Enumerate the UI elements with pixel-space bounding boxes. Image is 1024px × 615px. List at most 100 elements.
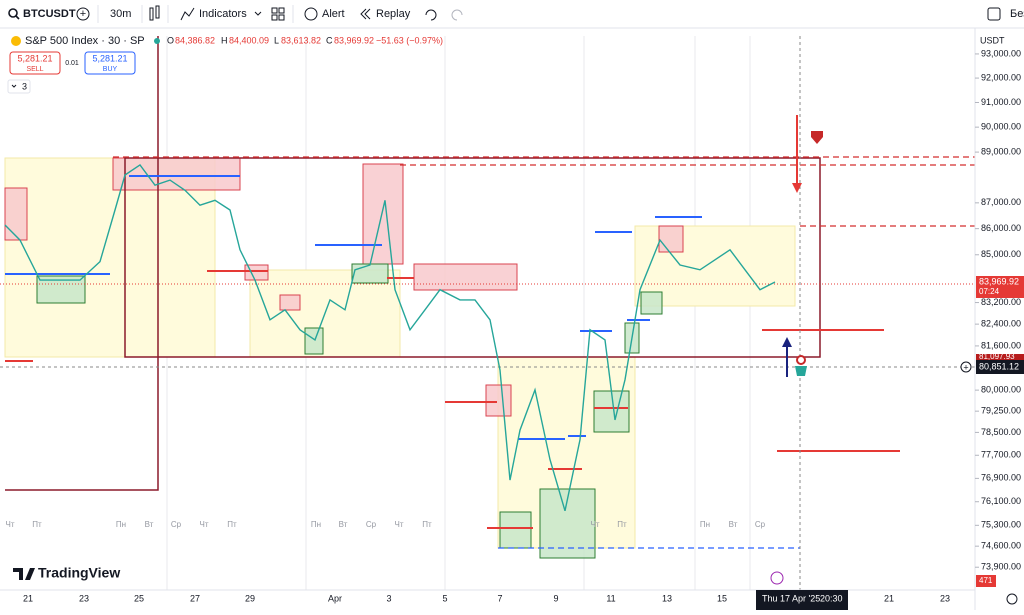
time-label: 11 [606,593,615,603]
time-label: 15 [717,593,727,603]
time-label: 9 [553,593,558,603]
sell-price[interactable]: 5,281.21 [17,53,52,63]
trade-panel: 5,281.21 SELL 0.01 5,281.21 BUY 3 [7,51,136,94]
time-label: 7 [497,593,502,603]
time-label: Apr [328,593,342,603]
time-label: 3 [386,593,391,603]
crosshair-date: Thu 17 Apr '25 [762,593,820,603]
weekday-label: Вт [729,520,738,529]
indicator-count[interactable]: 3 [22,81,27,91]
time-label: 27 [190,593,200,603]
signal-arrows [782,115,823,377]
open-label: O [167,35,174,45]
price-tick-label: 91,000.00 [981,97,1021,107]
weekday-label: Пт [227,520,237,529]
price-tick-label: 82,400.00 [981,319,1021,329]
price-tick-label: 73,900.00 [981,562,1021,572]
price-tick-label: 77,700.00 [981,450,1021,460]
price-tick-label: 83,200.00 [981,297,1021,307]
weekday-label: Вт [339,520,348,529]
settings-icon[interactable] [1006,593,1018,605]
price-tick-label: 76,900.00 [981,473,1021,483]
price-tick-label: 74,600.00 [981,541,1021,551]
close-label: C [326,35,333,45]
svg-text:+: + [963,362,968,372]
low-value: 83,613.82 [281,35,321,45]
price-line [4,163,776,511]
replay-button[interactable]: Replay [376,8,411,20]
time-label: 23 [79,593,89,603]
crosshair-time: Thu 17 Apr '25 20:30 [756,590,848,610]
spread: 0.01 [65,60,79,67]
weekday-label: Чт [200,520,209,529]
buy-button[interactable]: BUY [103,66,118,73]
price-tick-label: 92,000.00 [981,72,1021,82]
alert-button[interactable]: Alert [322,8,345,20]
range-box [5,36,821,491]
brand-name: TradingView [38,565,120,581]
red-levels [5,270,900,529]
weekday-label: Вт [145,520,154,529]
indicators-button[interactable]: Indicators [199,8,247,20]
price-tick-label: 81,600.00 [981,340,1021,350]
countdown: 07:24 [979,287,1000,296]
weekday-label: Пн [700,520,710,529]
price-tick-label: 75,300.00 [981,520,1021,530]
time-axis: 2123252729Apr3579111315192123ЧтПтПнВтСрЧ… [6,520,951,603]
weekday-label: Пт [617,520,627,529]
symbol[interactable]: BTCUSDT [23,8,76,20]
weekday-label: Ср [755,520,766,529]
toolbar: BTCUSDT + 30m Indicators Alert Replay Бе… [0,5,1024,29]
svg-text:+: + [80,8,86,20]
last-price: 83,969.92 [979,276,1019,286]
weekday-label: Пт [32,520,42,529]
time-label: 25 [134,593,144,603]
sell-button[interactable]: SELL [26,66,43,73]
supply-boxes [4,157,684,417]
time-label: 23 [940,593,950,603]
crosshair-price: 80,851.12 [979,361,1019,371]
dashed-levels [113,156,975,549]
low-label: L [274,35,279,45]
time-label: 21 [23,593,33,603]
high-label: H [221,35,228,45]
price-labels: 83,969.92 07:24 81,097.93 + 80,851.12 47… [960,276,1024,587]
crosshair-time-text: 20:30 [820,593,843,603]
price-tick-label: 79,250.00 [981,406,1021,416]
weekday-label: Ср [366,520,377,529]
legend: S&P 500 Index · 30 · SP O 84,386.82 H 84… [11,35,443,47]
weekday-label: Пн [311,520,321,529]
weekday-label: Ср [171,520,182,529]
high-value: 84,400.09 [229,35,269,45]
price-tick-label: 86,000.00 [981,223,1021,233]
buy-price[interactable]: 5,281.21 [92,53,127,63]
price-tick-label: 85,000.00 [981,249,1021,259]
price-trace [4,163,776,511]
change-value: −51.63 (−0.97%) [376,35,443,45]
price-tick-label: 89,000.00 [981,146,1021,156]
event-icon[interactable] [770,571,784,585]
branding: TradingView [13,565,120,581]
account[interactable]: Без [1010,8,1024,20]
weekday-label: Чт [6,520,15,529]
weekday-label: Чт [591,520,600,529]
interval[interactable]: 30m [110,8,131,20]
close-value: 83,969.92 [334,35,374,45]
volume-label: 471 [979,576,993,585]
price-tick-label: 87,000.00 [981,197,1021,207]
weekday-label: Пн [116,520,126,529]
weekday-label: Чт [395,520,404,529]
price-tick-label: 93,000.00 [981,48,1021,58]
price-tick-label: 90,000.00 [981,122,1021,132]
series-title: S&P 500 Index · 30 · SP [25,35,145,47]
time-label: 21 [884,593,894,603]
time-label: 29 [245,593,255,603]
time-label: 5 [442,593,447,603]
price-ticks: 93,000.00 92,000.00 91,000.00 90,000.00 89,0… [975,48,1021,572]
hidden-price: 81,097.93 [979,352,1015,361]
price-tick-label: 80,000.00 [981,385,1021,395]
open-value: 84,386.82 [175,35,215,45]
time-label: 13 [662,593,672,603]
